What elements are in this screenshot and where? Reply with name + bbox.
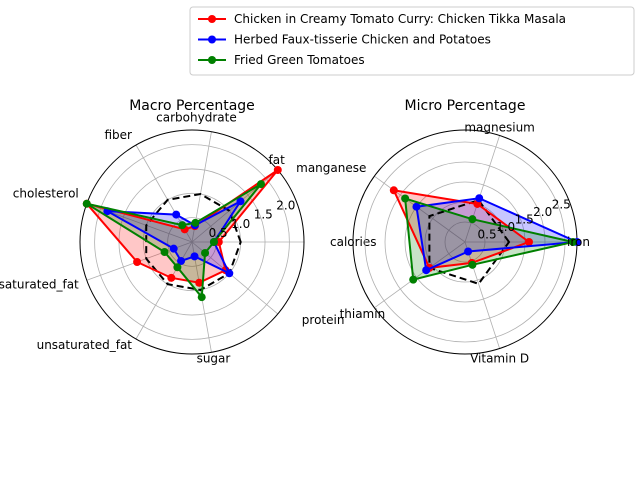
micro-chicken-in-creamy-tomato-curry-chicken-tikka-masala-point-manganese xyxy=(390,186,398,194)
legend-chicken-in-creamy-tomato-curry-chicken-tikka-masala-label: Chicken in Creamy Tomato Curry: Chicken … xyxy=(234,12,566,26)
micro-herbed-faux-tisserie-chicken-and-potatoes-point-thiamin xyxy=(422,266,430,274)
macro-fried-green-tomatoes-point-protein xyxy=(201,249,209,257)
macro-fried-green-tomatoes-point-unsaturated-fat xyxy=(173,263,181,271)
macro-rtick-label: 1.5 xyxy=(254,208,273,222)
legend-fried-green-tomatoes-label: Fried Green Tomatoes xyxy=(234,53,365,67)
macro-herbed-faux-tisserie-chicken-and-potatoes-point-sugar xyxy=(191,252,199,260)
macro-chicken-in-creamy-tomato-curry-chicken-tikka-masala-point-unsaturated-fat xyxy=(167,274,175,282)
macro-fried-green-tomatoes-point-saturated-fat xyxy=(161,248,169,256)
macro-axis-label-saturated-fat: saturated_fat xyxy=(0,277,79,291)
micro-fried-green-tomatoes-point-magnesium xyxy=(468,215,476,223)
macro-axis-label-fiber: fiber xyxy=(105,128,133,142)
micro-rtick-label: 1.0 xyxy=(496,220,515,234)
macro-axis-label-carbohydrate: carbohydrate xyxy=(156,111,237,125)
macro-herbed-faux-tisserie-chicken-and-potatoes-point-protein xyxy=(225,269,233,277)
legend-herbed-faux-tisserie-chicken-and-potatoes-marker xyxy=(208,36,216,44)
micro-panel-title: Micro Percentage xyxy=(405,98,526,114)
legend-fried-green-tomatoes-marker xyxy=(208,56,216,64)
macro-fried-green-tomatoes-point-fat xyxy=(257,180,265,188)
micro-herbed-faux-tisserie-chicken-and-potatoes-point-vitamin-d xyxy=(464,248,472,256)
micro-fried-green-tomatoes-point-manganese xyxy=(401,195,409,203)
legend-chicken-in-creamy-tomato-curry-chicken-tikka-masala-marker xyxy=(208,15,216,23)
micro-rtick-label: 2.5 xyxy=(552,198,571,212)
macro-fried-green-tomatoes-point-fiber xyxy=(178,221,186,229)
micro-axis-label-vitamin-d: Vitamin D xyxy=(470,352,529,366)
micro-fried-green-tomatoes-point-vitamin-d xyxy=(468,261,476,269)
macro-rtick-label: 0.5 xyxy=(209,226,228,240)
micro-herbed-faux-tisserie-chicken-and-potatoes-point-manganese xyxy=(412,203,420,211)
macro-axis-label-sugar: sugar xyxy=(197,351,231,365)
micro-herbed-faux-tisserie-chicken-and-potatoes-point-magnesium xyxy=(475,194,483,202)
micro-rtick-label: 1.5 xyxy=(515,213,534,227)
micro-chicken-in-creamy-tomato-curry-chicken-tikka-masala-point-iron xyxy=(525,238,533,246)
legend-herbed-faux-tisserie-chicken-and-potatoes-label: Herbed Faux-tisserie Chicken and Potatoe… xyxy=(234,33,491,47)
micro-fried-green-tomatoes-point-thiamin xyxy=(409,276,417,284)
macro-chicken-in-creamy-tomato-curry-chicken-tikka-masala-point-saturated-fat xyxy=(133,258,141,266)
macro-rtick-label: 1.0 xyxy=(231,217,250,231)
macro-fried-green-tomatoes-point-carbohydrate xyxy=(191,219,199,227)
macro-herbed-faux-tisserie-chicken-and-potatoes-point-saturated-fat xyxy=(170,245,178,253)
micro-axis-label-magnesium: magnesium xyxy=(464,120,535,134)
micro-rtick-label: 0.5 xyxy=(478,228,497,242)
macro-rtick-label: 2.0 xyxy=(276,199,295,213)
macro-axis-label-protein: protein xyxy=(302,313,345,327)
macro-herbed-faux-tisserie-chicken-and-potatoes-point-fiber xyxy=(172,211,180,219)
macro-fried-green-tomatoes-point-cholesterol xyxy=(83,200,91,208)
micro-axis-label-iron: iron xyxy=(567,235,590,249)
legend: Chicken in Creamy Tomato Curry: Chicken … xyxy=(190,7,634,75)
micro-axis-label-manganese: manganese xyxy=(296,161,366,175)
macro-axis-label-unsaturated-fat: unsaturated_fat xyxy=(37,338,133,352)
micro-axis-label-thiamin: thiamin xyxy=(340,307,386,321)
macro-chicken-in-creamy-tomato-curry-chicken-tikka-masala-point-fat xyxy=(274,166,282,174)
macro-radar-panel: Macro Percentage0.51.01.52.0caloriesfatc… xyxy=(0,98,377,365)
macro-axis-label-fat: fat xyxy=(269,153,286,167)
micro-rtick-label: 2.0 xyxy=(533,205,552,219)
macro-axis-label-cholesterol: cholesterol xyxy=(13,187,79,201)
macro-fried-green-tomatoes-point-sugar xyxy=(198,293,206,301)
